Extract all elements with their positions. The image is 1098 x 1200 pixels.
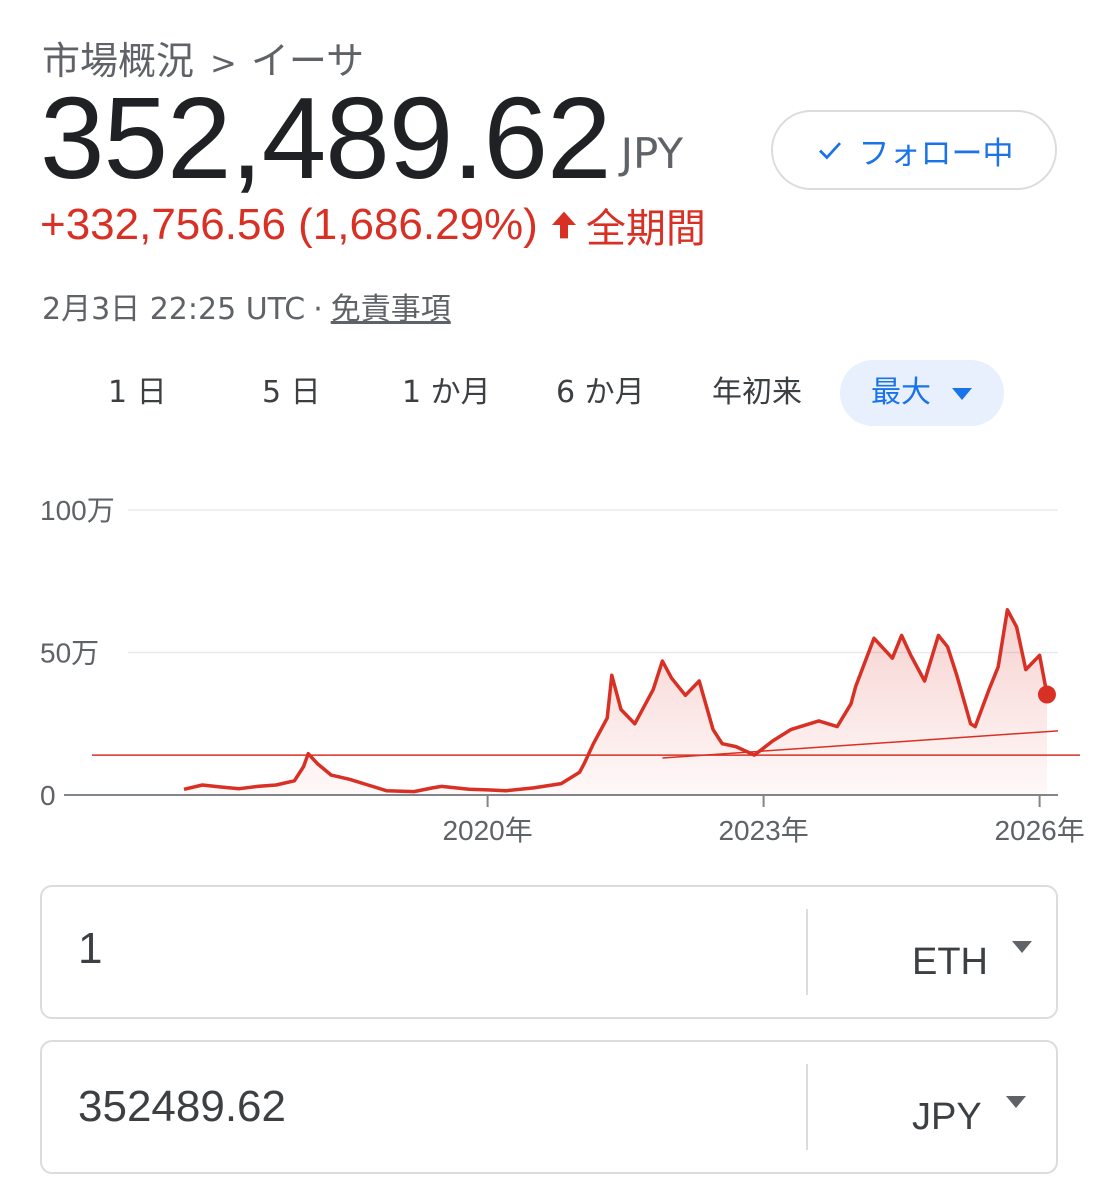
breadcrumb: 市場概況 > イーサ: [42, 30, 364, 85]
dropdown-arrow-icon: [1012, 941, 1032, 953]
tab-6m[interactable]: 6 か月: [556, 360, 645, 426]
y-tick-label: 50万: [40, 638, 99, 669]
crypto-amount-input[interactable]: [78, 887, 778, 1017]
change-period: 全期間: [585, 206, 706, 252]
tab-1d[interactable]: 1 日: [108, 360, 167, 426]
timestamp-row: 2月3日 22:25 UTC · 免責事項: [42, 284, 451, 328]
breadcrumb-current: イーサ: [250, 39, 365, 83]
fiat-currency-code: JPY: [912, 1095, 982, 1138]
tab-max[interactable]: 最大: [840, 360, 1004, 426]
y-tick-label: 100万: [40, 495, 115, 526]
x-tick-label: 2026年: [994, 815, 1084, 846]
breadcrumb-separator: >: [210, 44, 237, 82]
tab-label: 1 日: [108, 375, 167, 410]
chevron-down-icon: [952, 387, 972, 400]
price-line: [183, 608, 1049, 794]
disclaimer-link[interactable]: 免責事項: [330, 292, 451, 327]
tab-5d[interactable]: 5 日: [262, 360, 321, 426]
price-currency: JPY: [620, 129, 684, 178]
chart-svg: 0 50万 100万 2020年 2023年 2026年: [40, 495, 1085, 846]
price-row: 352,489.62 JPY: [40, 78, 683, 198]
tab-label: 5 日: [262, 375, 321, 410]
tab-label: 年初来: [712, 375, 802, 410]
y-tick-label: 0: [40, 780, 56, 811]
current-price: 352,489.62: [40, 73, 612, 203]
timestamp: 2月3日 22:25 UTC: [42, 292, 306, 327]
price-change: +332,756.56 (1,686.29%) 全期間: [40, 196, 706, 254]
tab-label: 1 か月: [402, 375, 491, 410]
x-tick-label: 2023年: [718, 815, 808, 846]
crypto-currency-code: ETH: [912, 940, 988, 983]
follow-button[interactable]: フォロー中: [771, 110, 1057, 190]
converter-crypto-row: ETH: [40, 885, 1058, 1019]
up-arrow-icon: [551, 211, 576, 239]
change-value: +332,756.56 (1,686.29%): [40, 200, 538, 249]
price-area: [184, 609, 1047, 795]
price-chart[interactable]: 0 50万 100万 2020年 2023年 2026年: [0, 480, 1098, 860]
range-tabs: 1 日 5 日 1 か月 6 か月 年初来 最大: [0, 360, 1098, 426]
crypto-currency-select[interactable]: ETH: [842, 887, 1058, 1017]
breadcrumb-market-overview[interactable]: 市場概況: [42, 39, 195, 83]
timestamp-separator: ·: [313, 292, 323, 327]
tab-1m[interactable]: 1 か月: [402, 360, 491, 426]
tab-label: 最大: [871, 375, 931, 410]
x-tick-label: 2020年: [442, 815, 532, 846]
dropdown-arrow-icon: [1005, 1096, 1026, 1108]
tab-label: 6 か月: [556, 375, 645, 410]
fiat-amount-input[interactable]: [78, 1042, 778, 1172]
tab-ytd[interactable]: 年初来: [712, 360, 802, 426]
converter-divider: [806, 1064, 808, 1150]
converter-divider: [806, 909, 808, 995]
converter-fiat-row: JPY: [40, 1040, 1058, 1174]
current-price-marker: [1037, 685, 1056, 704]
follow-button-label: フォロー中: [858, 135, 1014, 171]
fiat-currency-select[interactable]: JPY: [842, 1042, 1058, 1172]
check-icon: [818, 142, 841, 160]
